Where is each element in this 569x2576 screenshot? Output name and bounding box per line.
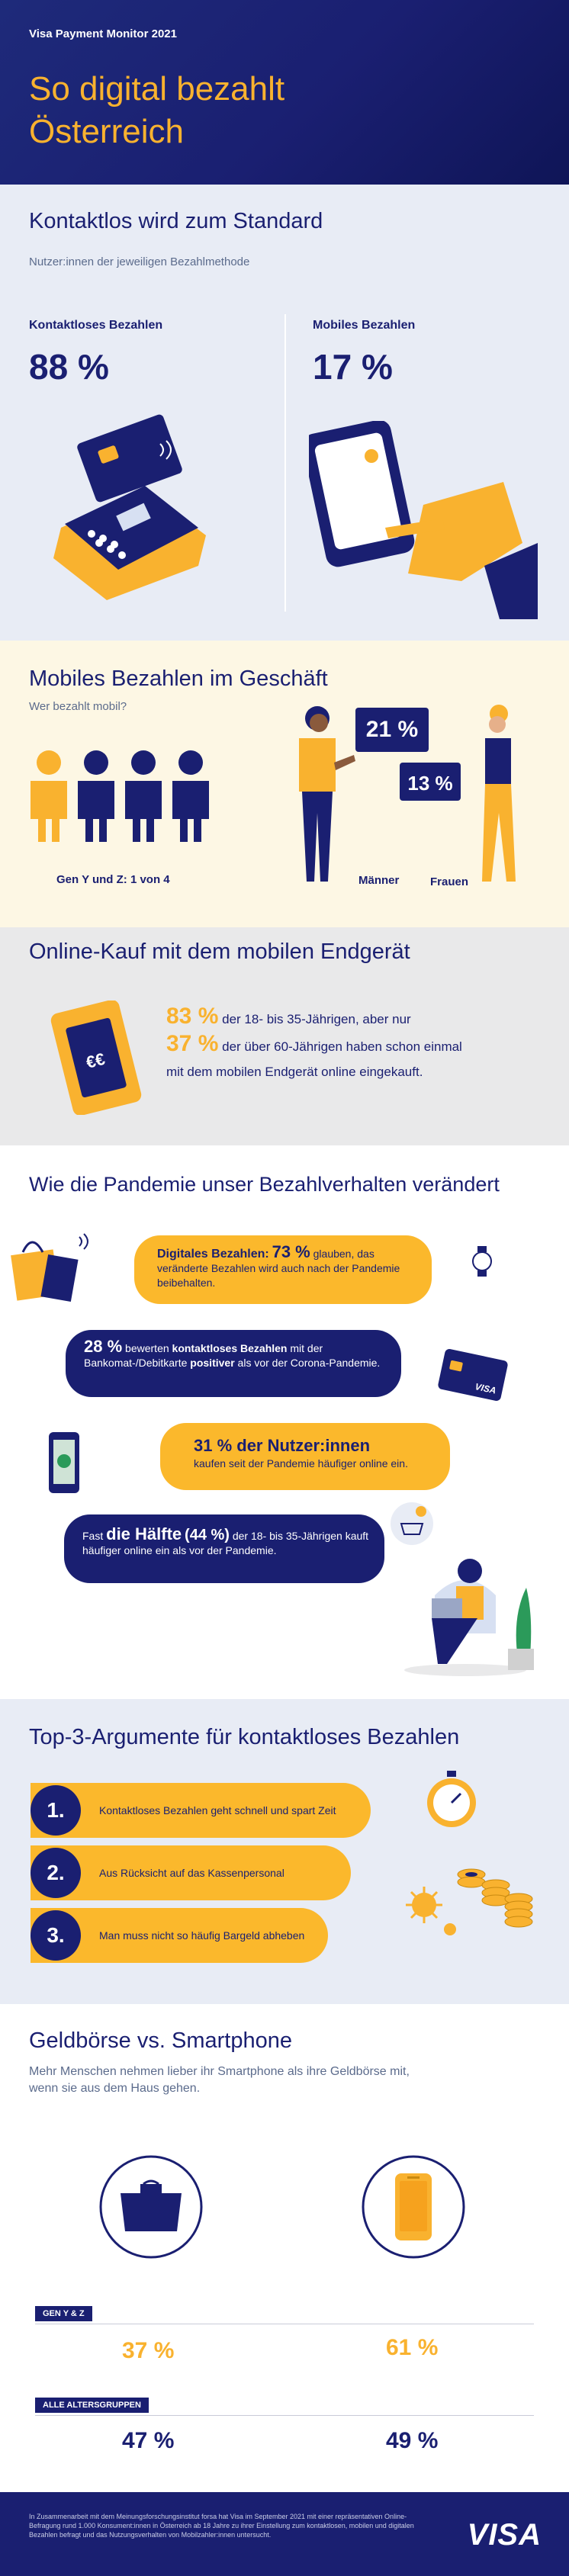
mobile-label: Mobiles Bezahlen (313, 319, 416, 332)
contactless-label: Kontaktloses Bezahlen (29, 319, 163, 332)
b3-bold: 31 % der Nutzer:innen (194, 1436, 371, 1455)
online-text-2: der über 60-Jährigen haben schon einmal (222, 1039, 462, 1054)
section-subheading-1: Mehr Menschen nehmen lieber ihr Smartpho… (29, 2065, 410, 2078)
visa-logo: VISA (467, 2518, 542, 2552)
section-heading: Wie die Pandemie unser Bezahlverhalten v… (29, 1173, 500, 1196)
svg-text:€€: €€ (84, 1049, 107, 1072)
argument-2-number: 2. (31, 1848, 81, 1898)
women-value: 13 % (407, 772, 453, 795)
b2-text3: als vor der Corona-Pandemie. (237, 1357, 381, 1369)
section-subheading: Wer bezahlt mobil? (29, 700, 127, 713)
footer: In Zusammenarbeit mit dem Meinungsforsch… (0, 2492, 569, 2576)
b2-bold2: positiver (190, 1357, 235, 1369)
men-bubble (355, 708, 429, 752)
b4-value: (44 %) (185, 1527, 230, 1543)
bubble-online-users (160, 1423, 450, 1490)
divider (284, 314, 286, 612)
genyz-caption: Gen Y und Z: 1 von 4 (56, 873, 170, 886)
woman-figure (482, 705, 516, 882)
argument-1-number: 1. (31, 1785, 81, 1836)
argument-3-number: 3. (31, 1910, 81, 1961)
section-contactless: Kontaktlos wird zum Standard Nutzer:inne… (0, 185, 569, 641)
b1-value: 73 % (272, 1242, 310, 1261)
virus-icon (406, 1887, 456, 1935)
argument-3-text: Man muss nicht so häufig Bargeld abheben (99, 1929, 305, 1942)
b4-bold: die Hälfte (106, 1524, 182, 1543)
women-label: Frauen (430, 875, 469, 888)
b1-text: glauben, das veränderte Bezahlen wird au… (157, 1248, 400, 1289)
men-label: Männer (358, 874, 400, 887)
online-line1: 83 % der 18- bis 35-Jährigen, aber nur (166, 1004, 411, 1029)
b2-text2: mit der Bankomat-/Debitkarte (84, 1342, 323, 1369)
bubble-half (64, 1514, 384, 1583)
coins-icon (457, 1868, 533, 1928)
tag-gen-yz: GEN Y & Z (35, 2306, 92, 2321)
shopping-bags-icon (11, 1233, 88, 1302)
people-icons (31, 750, 209, 842)
b1-bold: Digitales Bezahlen: (157, 1248, 269, 1261)
men-value: 21 % (365, 717, 419, 742)
all-wallet-value: 47 % (122, 2428, 175, 2453)
footer-note: In Zusammenarbeit mit dem Meinungsforsch… (29, 2513, 414, 2539)
bubble-half-text: Fast die Hälfte (44 %) der 18- bis 35-Jä… (82, 1524, 372, 1558)
section-online: Online-Kauf mit dem mobilen Endgerät €€ … (0, 927, 569, 1145)
section-heading: Online-Kauf mit dem mobilen Endgerät (29, 940, 410, 964)
argument-1: Kontaktloses Bezahlen geht schnell und s… (31, 1783, 371, 1838)
section-subheading-2: wenn sie aus dem Haus gehen. (29, 2082, 201, 2095)
section-top3: Top-3-Argumente für kontaktloses Bezahle… (0, 1699, 569, 2004)
section-wallet: Geldbörse vs. Smartphone Mehr Menschen n… (0, 2004, 569, 2492)
b4-text: der 18- bis 35-Jährigen kauft häufiger o… (82, 1530, 369, 1556)
bubble-online-users-text: 31 % der Nutzer:innen kaufen seit der Pa… (194, 1435, 438, 1471)
online-text-1: der 18- bis 35-Jährigen, aber nur (222, 1012, 411, 1026)
all-phone-value: 49 % (386, 2428, 439, 2453)
b4-pre: Fast (82, 1530, 104, 1542)
woman-laptop-illustration (391, 1502, 534, 1676)
header-title-line2: Österreich (29, 113, 184, 150)
bubble-digital-text: Digitales Bezahlen: 73 % glauben, das ve… (157, 1242, 416, 1290)
online-value-1: 83 % (166, 1004, 219, 1029)
online-line3: mit dem mobilen Endgerät online eingekau… (166, 1065, 423, 1079)
b3-text: kaufen seit der Pandemie häufiger online… (194, 1457, 408, 1469)
visa-card-icon: VISA (437, 1347, 509, 1402)
stopwatch-icon (427, 1771, 476, 1827)
watch-icon (472, 1246, 492, 1277)
section-pandemic: Wie die Pandemie unser Bezahlverhalten v… (0, 1145, 569, 1699)
genyz-phone-value: 61 % (386, 2335, 439, 2360)
argument-2: Aus Rücksicht auf das Kassenpersonal (31, 1845, 351, 1900)
b2-text1: bewerten (125, 1342, 169, 1354)
contactless-value: 88 % (29, 347, 109, 387)
women-bubble (400, 763, 461, 801)
genyz-wallet-value: 37 % (122, 2338, 175, 2363)
bubble-contactless-text: 28 % bewerten kontaktloses Bezahlen mit … (84, 1337, 389, 1370)
section-subheading: Nutzer:innen der jeweiligen Bezahlmethod… (29, 255, 250, 268)
smartphone-icon (362, 2155, 465, 2259)
online-value-2: 37 % (166, 1031, 219, 1056)
section-heading: Geldbörse vs. Smartphone (29, 2028, 292, 2053)
man-figure (299, 706, 355, 882)
online-line2: 37 % der über 60-Jährigen haben schon ei… (166, 1031, 462, 1057)
card-terminal-illustration (53, 414, 206, 600)
header-title-line1: So digital bezahlt (29, 70, 285, 108)
tablet-euro-illustration: €€ (50, 1001, 142, 1115)
header-kicker: Visa Payment Monitor 2021 (29, 27, 177, 40)
b2-bold: kontaktloses Bezahlen (172, 1342, 288, 1354)
section-heading: Top-3-Argumente für kontaktloses Bezahle… (29, 1725, 460, 1749)
card-brand: VISA (474, 1381, 497, 1396)
argument-1-text: Kontaktloses Bezahlen geht schnell und s… (99, 1804, 336, 1816)
wallet-icon (99, 2155, 203, 2259)
header: Visa Payment Monitor 2021 So digital bez… (0, 0, 569, 185)
tag-all-ages: ALLE ALTERSGRUPPEN (35, 2398, 149, 2413)
phone-check-icon (49, 1432, 79, 1493)
section-heading: Kontaktlos wird zum Standard (29, 209, 323, 233)
bubble-digital (134, 1235, 432, 1304)
argument-2-text: Aus Rücksicht auf das Kassenpersonal (99, 1867, 284, 1879)
section-heading: Mobiles Bezahlen im Geschäft (29, 666, 328, 691)
mobile-value: 17 % (313, 347, 393, 387)
b2-value: 28 % (84, 1337, 123, 1356)
section-mobile-store: Mobiles Bezahlen im Geschäft Wer bezahlt… (0, 641, 569, 927)
card-chip (448, 1360, 464, 1372)
phone-hand-illustration (309, 421, 538, 619)
tag-all-ages-rule (35, 2415, 534, 2416)
bubble-contactless (66, 1330, 401, 1397)
